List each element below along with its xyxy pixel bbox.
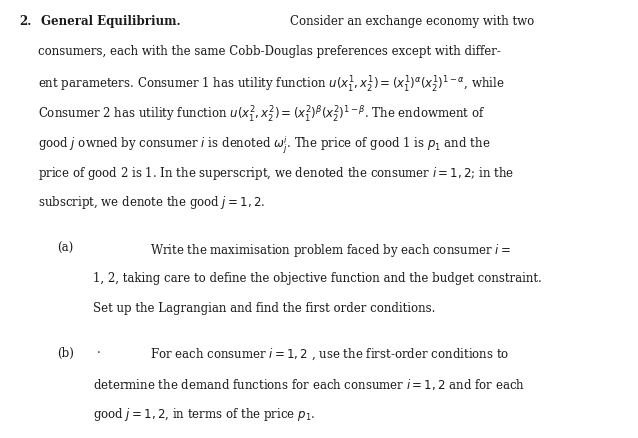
Text: ·: · bbox=[97, 346, 101, 359]
Text: Consider an exchange economy with two: Consider an exchange economy with two bbox=[290, 15, 535, 28]
Text: For each consumer $i = 1, 2$ , use the first-order conditions to: For each consumer $i = 1, 2$ , use the f… bbox=[150, 346, 509, 361]
Text: good $j = 1, 2$, in terms of the price $p_1$.: good $j = 1, 2$, in terms of the price $… bbox=[93, 406, 315, 423]
Text: consumers, each with the same Cobb-Douglas preferences except with differ-: consumers, each with the same Cobb-Dougl… bbox=[38, 45, 501, 58]
Text: General Equilibrium.: General Equilibrium. bbox=[41, 15, 181, 28]
Text: determine the demand functions for each consumer $i = 1, 2$ and for each: determine the demand functions for each … bbox=[93, 376, 524, 391]
Text: (a): (a) bbox=[57, 242, 73, 254]
Text: Consumer 2 has utility function $u(x_1^2, x_2^2) = (x_1^2)^{\beta}(x_2^2)^{1-\be: Consumer 2 has utility function $u(x_1^2… bbox=[38, 105, 486, 125]
Text: 1, 2, taking care to define the objective function and the budget constraint.: 1, 2, taking care to define the objectiv… bbox=[93, 272, 541, 284]
Text: Write the maximisation problem faced by each consumer $i =$: Write the maximisation problem faced by … bbox=[150, 242, 511, 259]
Text: good $j$ owned by consumer $i$ is denoted $\omega_j^i$. The price of good 1 is $: good $j$ owned by consumer $i$ is denote… bbox=[38, 134, 491, 156]
Text: subscript, we denote the good $j = 1, 2$.: subscript, we denote the good $j = 1, 2$… bbox=[38, 194, 265, 211]
Text: price of good 2 is 1. In the superscript, we denoted the consumer $i = 1, 2$; in: price of good 2 is 1. In the superscript… bbox=[38, 164, 515, 181]
Text: 2.: 2. bbox=[19, 15, 31, 28]
Text: Set up the Lagrangian and find the first order conditions.: Set up the Lagrangian and find the first… bbox=[93, 301, 435, 314]
Text: (b): (b) bbox=[57, 346, 74, 359]
Text: ent parameters. Consumer 1 has utility function $u(x_1^1, x_2^1) = (x_1^1)^{\alp: ent parameters. Consumer 1 has utility f… bbox=[38, 75, 505, 95]
